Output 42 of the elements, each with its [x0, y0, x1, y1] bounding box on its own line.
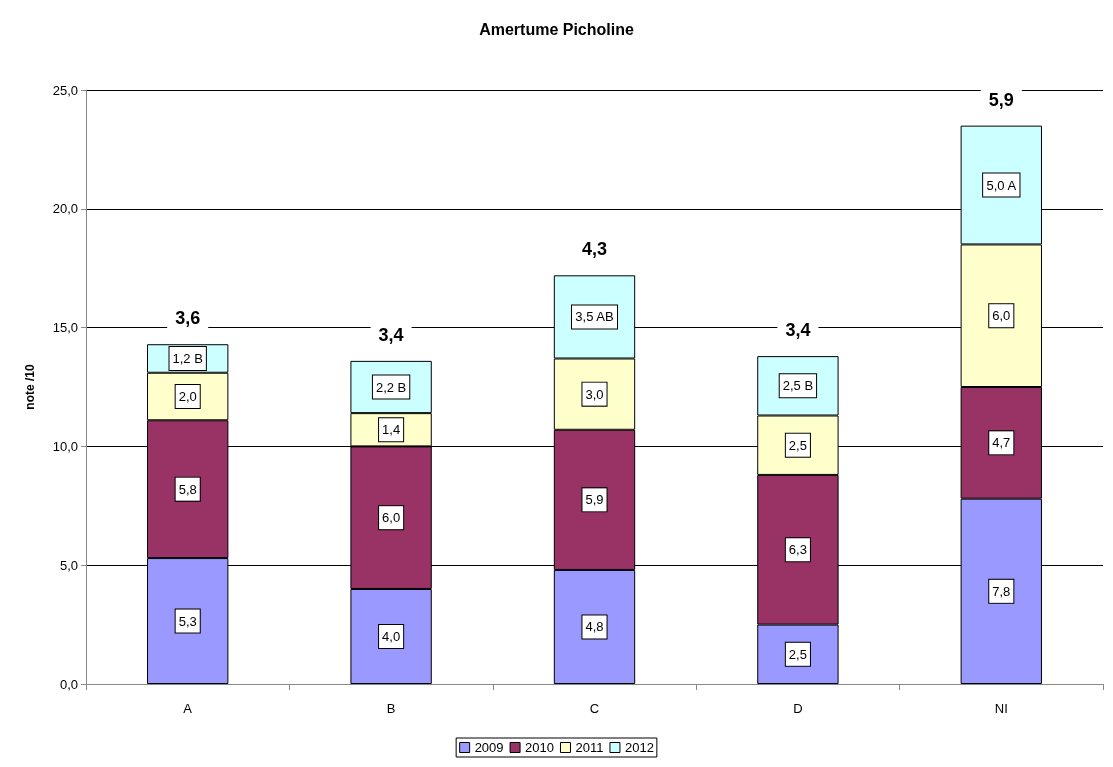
data-label: 5,3	[178, 613, 197, 629]
y-tick-label: 20,0	[52, 201, 78, 217]
data-label: 2,2 B	[375, 379, 407, 395]
legend-label: 2012	[624, 740, 654, 755]
annotation: 5,9	[988, 89, 1014, 110]
data-label: 5,8	[178, 481, 197, 497]
data-label: 7,8	[992, 583, 1011, 599]
data-label: 5,9	[585, 492, 604, 508]
y-tick-label: 15,0	[52, 320, 78, 336]
data-label: 4,0	[382, 628, 401, 644]
annotation: 3,6	[175, 308, 201, 329]
y-tick-label: 25,0	[52, 82, 78, 98]
data-label: 5,0 A	[986, 177, 1017, 193]
x-tick-label: NI	[994, 701, 1008, 716]
y-tick-label: 5,0	[59, 557, 78, 573]
x-tick-label: D	[793, 701, 803, 716]
annotation: 4,3	[581, 239, 608, 260]
legend-label: 2010	[525, 740, 554, 755]
annotation: 3,4	[785, 320, 811, 341]
y-axis-title: note /10	[23, 364, 37, 410]
legend-label: 2009	[474, 740, 504, 755]
data-label: 2,0	[178, 389, 197, 404]
x-tick-label: C	[589, 701, 600, 716]
data-label: 3,0	[585, 386, 604, 402]
x-tick-label: B	[386, 701, 396, 716]
data-label: 1,4	[382, 422, 401, 438]
data-label: 4,7	[992, 435, 1011, 451]
x-tick-label: A	[183, 701, 193, 716]
data-label: 6,0	[992, 308, 1011, 324]
data-label: 4,8	[585, 619, 604, 635]
data-label: 2,5	[788, 646, 807, 662]
data-label: 6,3	[788, 542, 807, 558]
data-label: 2,5 B	[782, 378, 814, 394]
data-label: 3,5 AB	[575, 309, 614, 325]
annotation: 3,4	[378, 324, 404, 345]
legend-label: 2011	[575, 740, 604, 755]
chart-title: Amertume Picholine	[479, 20, 634, 38]
data-label: 1,2 B	[172, 350, 203, 366]
y-tick-label: 10,0	[52, 438, 78, 454]
data-label: 6,0	[382, 510, 401, 526]
data-label: 2,5	[788, 437, 807, 453]
y-tick-label: 0,0	[59, 676, 78, 692]
